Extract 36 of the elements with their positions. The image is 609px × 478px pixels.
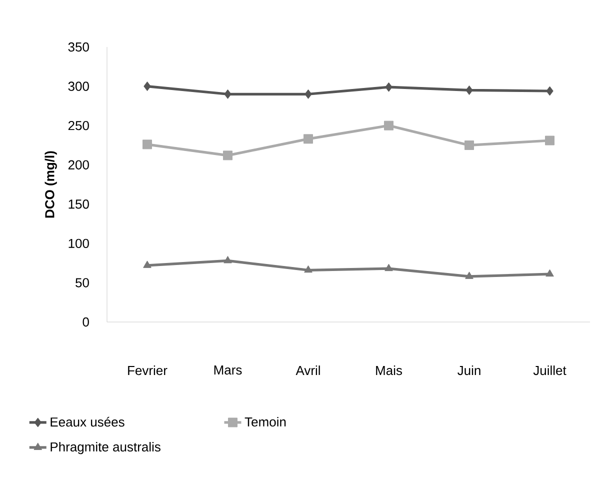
x-tick-label: Juin (458, 366, 480, 376)
point (304, 134, 313, 144)
point (304, 265, 312, 273)
y-tick-label: 250 (68, 120, 89, 130)
x-tick-label: Fevrier (128, 366, 168, 376)
y-tick-label: 300 (68, 82, 89, 91)
x-tick-label: Mais (376, 366, 402, 376)
x-tick-label: Mars (214, 366, 242, 375)
point (466, 85, 473, 95)
y-tick-label: 350 (68, 42, 89, 52)
point (142, 140, 152, 150)
legend-label: Temoin (244, 417, 286, 427)
point (384, 264, 393, 272)
x-tick-label: Avril (296, 366, 320, 375)
y-axis-title: DCO (mg/l) (44, 151, 57, 218)
point (304, 89, 312, 99)
point (144, 82, 151, 92)
point (384, 120, 394, 130)
y-tick-label: 50 (76, 278, 89, 288)
point (385, 82, 392, 92)
point (546, 269, 554, 277)
y-tick-label: 150 (68, 200, 89, 209)
y-tick-label: 0 (82, 317, 89, 327)
point (223, 150, 232, 160)
point (224, 256, 232, 264)
y-tick-label: 100 (68, 238, 89, 248)
point (143, 260, 152, 268)
point (545, 136, 555, 146)
y-tick-label: 200 (68, 160, 89, 170)
point (464, 140, 474, 150)
point (546, 86, 554, 96)
point (465, 272, 474, 279)
point (224, 89, 232, 99)
x-tick-label: Juillet (533, 366, 566, 376)
legend-label: Eeaux usées (50, 416, 124, 427)
legend-label: Phragmite australis (50, 442, 160, 454)
